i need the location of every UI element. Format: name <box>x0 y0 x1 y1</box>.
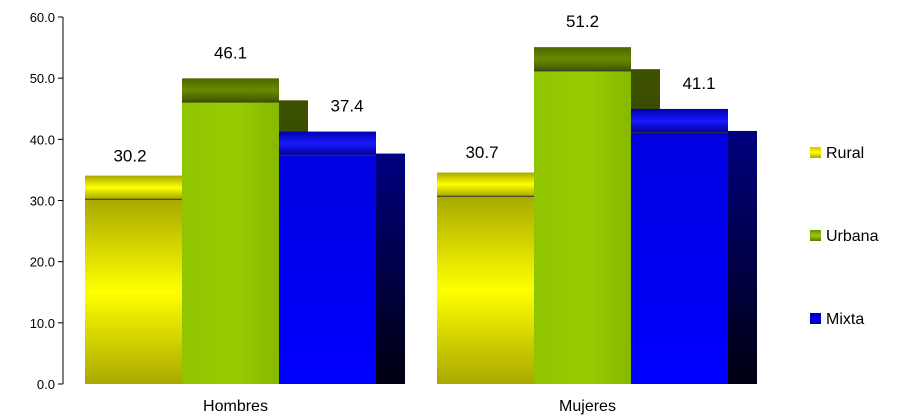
y-tick-label: 30.0 <box>30 194 55 209</box>
bar-side-mixta-hombres <box>372 153 405 384</box>
category-label-mujeres: Mujeres <box>559 398 616 415</box>
bar-cap-urbana-hombres <box>182 78 279 103</box>
y-axis: 0.0 10.0 20.0 30.0 40.0 50.0 60.0 <box>30 10 64 392</box>
bar-cap-rural-mujeres <box>437 172 534 197</box>
y-tick-label: 10.0 <box>30 316 55 331</box>
legend-swatch-urbana <box>810 230 821 241</box>
legend: Rural Urbana Mixta <box>810 145 879 328</box>
data-label-urbana-hombres: 46.1 <box>214 43 247 62</box>
bar-urbana-hombres <box>182 102 279 384</box>
bars-layer <box>85 47 757 385</box>
bar-side-mixta-mujeres <box>724 130 757 384</box>
bar-cap-mixta-mujeres <box>631 108 728 133</box>
bar-rural-mujeres <box>437 196 534 384</box>
data-label-rural-hombres: 30.2 <box>113 146 146 165</box>
y-tick-label: 40.0 <box>30 132 55 147</box>
bar-mixta-hombres <box>279 155 376 384</box>
legend-swatch-mixta <box>810 313 821 324</box>
category-labels: Hombres Mujeres <box>203 398 616 415</box>
bar-mixta-mujeres <box>631 132 728 384</box>
y-tick-label: 50.0 <box>30 71 55 86</box>
y-tick-label: 0.0 <box>37 377 55 392</box>
data-label-mixta-hombres: 37.4 <box>330 97 363 116</box>
legend-label-urbana: Urbana <box>826 228 879 245</box>
bar-cap-urbana-mujeres <box>534 47 631 71</box>
bar-urbana-mujeres <box>534 70 631 385</box>
legend-swatch-rural <box>810 147 821 158</box>
legend-label-rural: Rural <box>826 145 864 162</box>
bar-rural-hombres <box>85 199 182 384</box>
data-label-mixta-mujeres: 41.1 <box>682 74 715 93</box>
data-labels: 30.2 46.1 37.4 30.7 51.2 41.1 <box>113 12 715 165</box>
data-label-rural-mujeres: 30.7 <box>465 143 498 162</box>
y-tick-label: 20.0 <box>30 255 55 270</box>
legend-label-mixta: Mixta <box>826 311 864 328</box>
data-label-urbana-mujeres: 51.2 <box>566 12 599 31</box>
bar-cap-mixta-hombres <box>279 131 376 156</box>
category-label-hombres: Hombres <box>203 398 268 415</box>
y-tick-label: 60.0 <box>30 10 55 25</box>
bar-cap-rural-hombres <box>85 175 182 200</box>
